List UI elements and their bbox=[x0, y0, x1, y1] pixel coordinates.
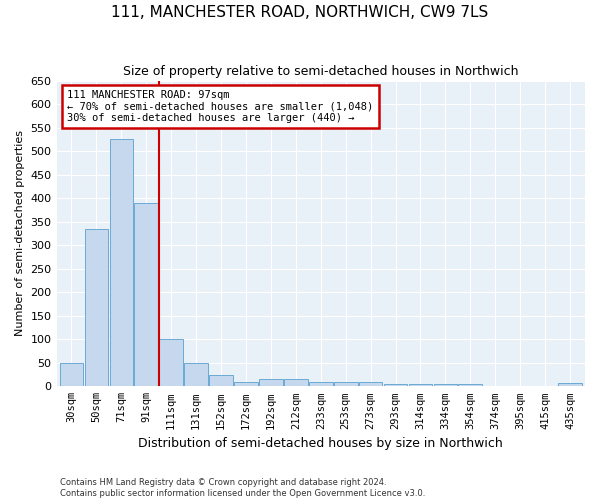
Y-axis label: Number of semi-detached properties: Number of semi-detached properties bbox=[15, 130, 25, 336]
Bar bbox=[234, 382, 258, 386]
Bar bbox=[558, 382, 582, 386]
Bar bbox=[284, 379, 308, 386]
Bar bbox=[160, 340, 183, 386]
Bar bbox=[434, 384, 457, 386]
Bar bbox=[209, 374, 233, 386]
Bar bbox=[259, 379, 283, 386]
Title: Size of property relative to semi-detached houses in Northwich: Size of property relative to semi-detach… bbox=[123, 65, 518, 78]
Bar bbox=[110, 140, 133, 386]
Bar bbox=[184, 363, 208, 386]
X-axis label: Distribution of semi-detached houses by size in Northwich: Distribution of semi-detached houses by … bbox=[139, 437, 503, 450]
Text: 111, MANCHESTER ROAD, NORTHWICH, CW9 7LS: 111, MANCHESTER ROAD, NORTHWICH, CW9 7LS bbox=[112, 5, 488, 20]
Bar bbox=[59, 363, 83, 386]
Bar bbox=[334, 382, 358, 386]
Bar bbox=[384, 384, 407, 386]
Bar bbox=[359, 382, 382, 386]
Bar bbox=[309, 382, 332, 386]
Bar bbox=[458, 384, 482, 386]
Text: Contains HM Land Registry data © Crown copyright and database right 2024.
Contai: Contains HM Land Registry data © Crown c… bbox=[60, 478, 425, 498]
Bar bbox=[134, 203, 158, 386]
Text: 111 MANCHESTER ROAD: 97sqm
← 70% of semi-detached houses are smaller (1,048)
30%: 111 MANCHESTER ROAD: 97sqm ← 70% of semi… bbox=[67, 90, 373, 123]
Bar bbox=[85, 228, 108, 386]
Bar bbox=[409, 384, 433, 386]
